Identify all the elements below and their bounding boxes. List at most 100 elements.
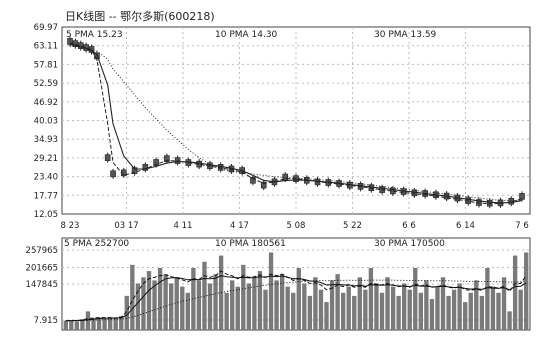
price-x-tick-label: 7 6: [515, 221, 529, 231]
price-x-tick-label: 8 23: [61, 221, 80, 231]
price-x-tick-label: 5 08: [287, 221, 306, 231]
volume-bar: [296, 267, 301, 330]
volume-bar: [390, 286, 396, 330]
volume-bar: [291, 292, 296, 330]
volume-bar: [335, 274, 340, 330]
volume-bar: [157, 267, 163, 330]
ma10-label: 10 PMA 14.30: [215, 30, 278, 40]
volume-bar: [468, 292, 473, 330]
volume-bar: [446, 295, 451, 330]
volume-bar: [263, 289, 268, 330]
volume-bar: [91, 318, 96, 330]
volume-y-tick-label: 201665: [26, 263, 58, 273]
volume-bar: [196, 280, 202, 330]
volume-bar: [418, 292, 423, 330]
price-x-tick-label: 5 22: [343, 221, 362, 231]
volume-bar: [318, 289, 324, 330]
price-x-axis: 8 23 03 17 4 11 4 17 5 08 5 22 6 6 6 14 7 6: [61, 221, 529, 231]
volume-bar: [324, 302, 329, 330]
volume-bar: [113, 318, 118, 330]
volume-bar: [235, 286, 240, 330]
volume-bar: [124, 295, 129, 330]
volume-bar: [307, 295, 313, 330]
volume-bar: [152, 280, 157, 330]
volume-bar: [246, 283, 252, 330]
volume-bar: [279, 274, 285, 330]
volume-bar: [302, 283, 307, 330]
volume-y-tick-label: 257965: [26, 246, 58, 256]
price-x-tick-label: 6 14: [456, 221, 475, 231]
volume-bar: [402, 283, 407, 330]
volume-bar: [268, 252, 274, 330]
volume-bar: [407, 289, 412, 330]
volume-bar: [146, 271, 152, 330]
vol-ma30-label: 30 PMA 170500: [374, 239, 445, 249]
volume-bar: [169, 283, 174, 330]
volume-bar: [63, 320, 68, 330]
volume-bar: [274, 280, 279, 330]
volume-bar: [474, 280, 479, 330]
price-y-tick-label: 34.93: [34, 135, 58, 145]
volume-bar: [457, 283, 462, 330]
price-series: [67, 36, 525, 209]
price-ma-line-dotted: [70, 45, 523, 202]
volume-bar: [163, 274, 168, 330]
volume-bar: [463, 302, 468, 330]
price-x-tick-label: 4 17: [230, 221, 249, 231]
volume-bar: [102, 318, 107, 330]
volume-bar: [352, 295, 357, 330]
price-ma-line-solid: [69, 44, 523, 204]
volume-bar: [74, 321, 80, 330]
volume-bar: [368, 267, 374, 330]
price-y-tick-label: 29.21: [34, 154, 58, 164]
volume-bar: [191, 267, 196, 330]
volume-bar: [141, 277, 146, 330]
volume-y-tick-label: 147845: [26, 280, 58, 290]
volume-bar: [451, 289, 457, 330]
price-y-tick-label: 57.81: [34, 60, 58, 70]
volume-bar: [218, 255, 224, 330]
volume-bar: [329, 280, 335, 330]
volume-bar: [213, 274, 218, 330]
price-x-tick-label: 6 6: [402, 221, 416, 231]
volume-bar: [69, 320, 74, 330]
ma5-label: 5 PMA 15.23: [66, 30, 123, 40]
volume-bar: [257, 271, 263, 330]
price-candle: [142, 164, 149, 171]
volume-bar: [501, 277, 507, 330]
price-y-tick-label: 12.05: [34, 210, 58, 220]
price-x-tick-label: 4 11: [174, 221, 193, 231]
volume-series: [63, 252, 529, 330]
volume-bar: [385, 277, 390, 330]
volume-bar: [490, 286, 496, 330]
volume-bar: [241, 264, 246, 330]
volume-panel: 257965 201665 147845 7.915 5 PMA 252700 10 …: [26, 237, 531, 331]
volume-bar: [524, 252, 529, 330]
price-candle: [486, 199, 493, 207]
volume-bar: [357, 277, 362, 330]
price-x-tick-label: 03 17: [114, 221, 138, 231]
price-ma-line-dashed: [69, 42, 523, 205]
price-y-tick-label: 46.92: [34, 98, 58, 108]
volume-bar: [96, 317, 102, 330]
price-candle: [250, 176, 256, 184]
price-candle: [67, 38, 73, 45]
volume-bar: [340, 292, 346, 330]
volume-bar: [363, 289, 368, 330]
price-candle: [153, 159, 159, 166]
volume-bar: [379, 292, 385, 330]
volume-bar: [224, 292, 229, 330]
volume-ma-line-solid: [65, 275, 527, 322]
ma30-label: 30 PMA 13.59: [374, 30, 437, 40]
volume-bar: [496, 292, 501, 330]
volume-bar: [313, 277, 318, 330]
volume-bar: [185, 292, 190, 330]
volume-bar: [130, 264, 135, 330]
volume-bar: [374, 283, 379, 330]
price-y-tick-label: 17.77: [34, 191, 58, 201]
volume-bar: [174, 277, 179, 330]
volume-bar: [413, 267, 418, 330]
chart-title: 日K线图 -- 鄂尔多斯(600218): [65, 9, 215, 23]
